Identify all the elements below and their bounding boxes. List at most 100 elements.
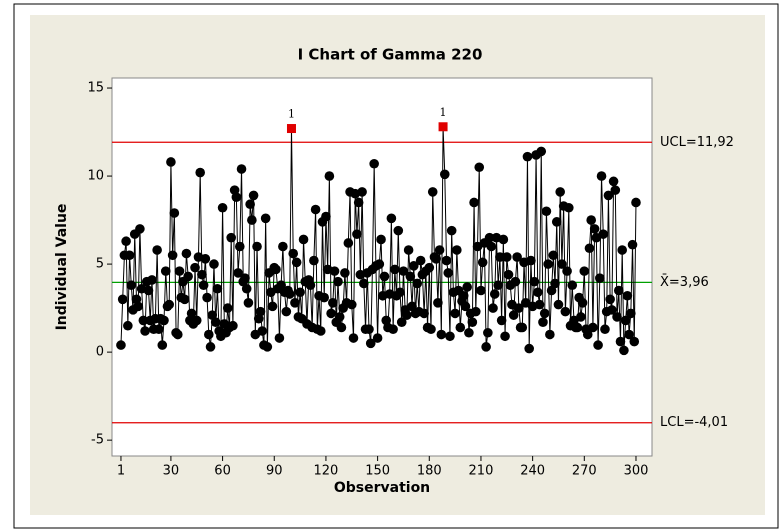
point	[346, 299, 357, 310]
point	[388, 324, 398, 335]
point	[226, 232, 236, 243]
point	[164, 299, 174, 310]
point	[424, 262, 435, 273]
y-axis-title: Individual Value	[54, 204, 70, 331]
point	[446, 225, 457, 236]
point	[629, 336, 640, 347]
point	[603, 190, 614, 201]
point	[627, 239, 638, 250]
point	[271, 264, 281, 275]
point	[577, 298, 588, 308]
point	[433, 298, 443, 308]
point	[333, 276, 343, 287]
point	[340, 268, 350, 278]
point	[154, 324, 164, 335]
point	[352, 229, 362, 239]
point	[469, 197, 479, 208]
point	[231, 192, 242, 202]
x-axis-title: Observation	[334, 480, 430, 496]
point	[222, 303, 233, 313]
point	[426, 324, 436, 335]
point	[514, 303, 524, 313]
point	[245, 199, 255, 210]
point	[605, 294, 615, 305]
point	[121, 236, 131, 247]
point	[548, 250, 559, 261]
y-tick-label: 5	[96, 257, 104, 272]
x-tick-label: 1	[117, 464, 125, 479]
point	[489, 289, 500, 299]
point	[284, 289, 295, 299]
x-tick-label: 210	[469, 464, 494, 479]
point	[217, 202, 228, 213]
point	[343, 238, 354, 248]
point	[374, 259, 385, 269]
point	[257, 326, 268, 336]
point	[402, 310, 412, 320]
x-tick-label: 300	[624, 464, 649, 479]
x-tick-label: 30	[163, 464, 180, 479]
point	[598, 229, 609, 239]
x-tick-label: 90	[266, 464, 283, 479]
point	[315, 326, 326, 336]
point	[539, 308, 550, 319]
point	[398, 266, 409, 276]
point	[517, 322, 528, 333]
point	[124, 250, 135, 261]
y-tick-label: -5	[91, 433, 104, 448]
point	[586, 215, 596, 225]
point	[543, 259, 553, 269]
point	[191, 315, 202, 326]
point	[353, 197, 364, 208]
point	[210, 317, 221, 327]
point	[582, 329, 593, 340]
x-tick-label: 120	[314, 464, 339, 479]
point	[620, 315, 631, 326]
point	[260, 213, 271, 224]
point	[278, 241, 288, 252]
point	[495, 252, 505, 262]
point	[174, 266, 185, 276]
point	[436, 329, 447, 340]
point	[262, 342, 273, 352]
y-tick-label: 0	[96, 345, 104, 360]
point	[596, 171, 607, 181]
point	[427, 187, 438, 197]
point	[298, 234, 309, 245]
point	[431, 254, 441, 264]
point	[624, 329, 634, 340]
point	[579, 266, 590, 276]
point	[147, 275, 157, 285]
point	[200, 254, 211, 264]
point	[541, 206, 552, 217]
point	[555, 187, 565, 197]
point	[233, 268, 243, 278]
point	[562, 266, 572, 276]
point	[550, 278, 560, 289]
point	[376, 234, 386, 245]
point	[615, 336, 626, 347]
point	[117, 294, 128, 305]
point	[600, 324, 610, 335]
point	[169, 208, 180, 218]
point	[631, 197, 641, 208]
point	[267, 301, 278, 312]
point	[393, 225, 404, 236]
point	[412, 278, 423, 289]
point	[503, 269, 514, 280]
point	[190, 262, 200, 273]
point	[470, 306, 481, 317]
point	[126, 280, 137, 291]
control-line-label: X̄=3,96	[660, 275, 709, 290]
point	[608, 176, 619, 187]
series-line	[120, 126, 637, 351]
point	[474, 162, 485, 173]
point	[536, 146, 547, 157]
point	[372, 333, 383, 343]
point	[159, 315, 169, 326]
point	[241, 283, 252, 294]
point	[484, 232, 495, 243]
point	[235, 241, 245, 252]
point	[483, 327, 493, 338]
